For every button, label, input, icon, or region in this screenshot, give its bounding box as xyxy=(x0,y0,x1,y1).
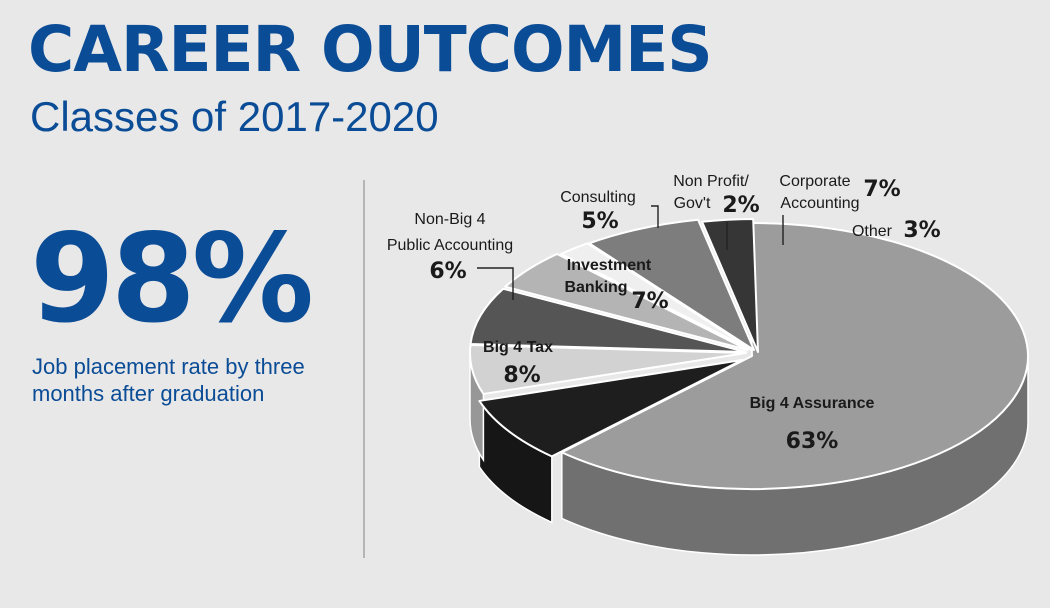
slice-label: Investment Banking xyxy=(564,257,651,296)
pie-slice xyxy=(560,222,1029,490)
slice-value-label: 6% xyxy=(429,259,466,284)
slice-value-label: 7% xyxy=(631,289,668,314)
slice-label: Corporate Accounting xyxy=(779,173,859,212)
page-subtitle: Classes of 2017-2020 xyxy=(30,93,439,140)
pie-slice xyxy=(588,218,755,351)
pie-slice xyxy=(701,218,759,353)
pie-slice xyxy=(478,359,743,458)
leader-line xyxy=(477,267,514,300)
page-title: CAREER OUTCOMES xyxy=(28,13,713,86)
pie-slice xyxy=(560,242,753,351)
slice-value-label: 63% xyxy=(786,429,839,454)
pie-slice xyxy=(469,287,747,353)
slice-value-label: 8% xyxy=(503,363,540,388)
slice-value-label: 3% xyxy=(903,218,940,243)
slice-value-label: 5% xyxy=(581,209,618,234)
placement-rate-value: 98% xyxy=(30,208,314,350)
slice-value-label: 2% xyxy=(722,193,759,218)
pie-slice xyxy=(504,252,749,351)
slice-label: Non-Big 4 Public Accounting xyxy=(387,211,513,254)
section-divider xyxy=(363,180,365,558)
placement-rate-caption: Job placement rate by three months after… xyxy=(32,354,305,406)
slice-label: Big 4 Assurance xyxy=(750,395,875,412)
slice-label: Other xyxy=(852,223,893,240)
slice-label: Big 4 Tax xyxy=(483,339,553,356)
slice-label: Consulting xyxy=(560,189,636,206)
slice-label: Non Profit/Gov't xyxy=(673,173,749,212)
pie-slice xyxy=(469,343,747,395)
slice-value-label: 7% xyxy=(863,177,900,202)
leader-line xyxy=(651,205,659,228)
